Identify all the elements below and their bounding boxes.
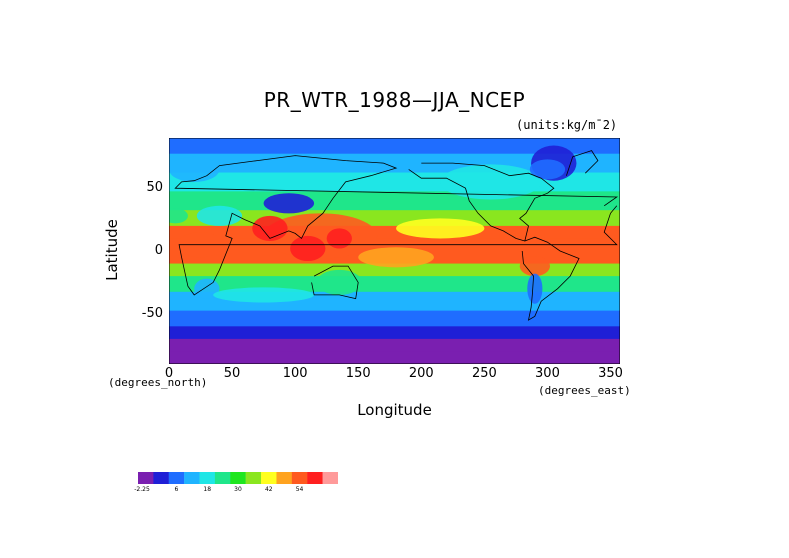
colorbar-label: -2.25 xyxy=(134,486,150,493)
moisture-region xyxy=(358,247,434,268)
latitude-band xyxy=(169,310,620,327)
colorbar-swatch xyxy=(245,472,262,484)
coastline xyxy=(566,150,599,176)
latitude-band xyxy=(169,351,620,364)
units-label: (units:kg/m¯2) xyxy=(516,118,618,132)
moisture-region xyxy=(169,208,188,224)
coastline xyxy=(311,265,359,300)
moisture-region xyxy=(519,256,550,277)
chart-title: PR_WTR_1988—JJA_NCEP xyxy=(263,88,526,112)
coastline xyxy=(521,236,580,321)
colorbar-swatch xyxy=(261,472,277,484)
moisture-region xyxy=(527,273,543,304)
moisture-region xyxy=(252,215,288,241)
x-tick-label: 200 xyxy=(408,366,434,381)
colorbar-label: 42 xyxy=(264,486,273,493)
moisture-region xyxy=(316,269,363,295)
y-unit-label: (degrees_north) xyxy=(108,376,208,389)
coastline xyxy=(174,155,619,296)
moisture-region xyxy=(194,278,220,299)
colorbar-swatch xyxy=(276,472,293,484)
colorbar-label: 30 xyxy=(234,486,242,493)
precipitable-water-map xyxy=(169,138,620,364)
colorbar-swatch xyxy=(307,472,323,484)
x-tick-label: 50 xyxy=(223,366,241,381)
y-tick-label: 0 xyxy=(154,243,163,258)
moisture-region xyxy=(196,205,243,226)
colorbar-swatch xyxy=(291,472,308,484)
latitude-band xyxy=(169,225,620,239)
x-unit-label: (degrees_east) xyxy=(538,384,631,397)
colorbar-swatch xyxy=(153,472,169,484)
moisture-region xyxy=(440,164,542,200)
x-axis-label: Longitude xyxy=(357,401,432,419)
colorbar-swatch xyxy=(199,472,216,484)
coastline xyxy=(408,162,555,242)
y-tick-label: -50 xyxy=(141,305,163,321)
colorbar-swatch xyxy=(230,472,246,484)
moisture-region xyxy=(263,193,315,214)
colorbar-swatch xyxy=(184,472,200,484)
latitude-band xyxy=(169,263,620,277)
x-tick-label: 150 xyxy=(345,366,371,381)
x-tick-label: 350 xyxy=(598,366,623,381)
colorbar-label: 6 xyxy=(174,486,179,493)
latitude-band xyxy=(169,138,620,155)
moisture-region xyxy=(290,235,326,262)
x-tick-label: 300 xyxy=(535,366,560,381)
y-tick-label: 50 xyxy=(146,180,163,196)
colorbar-swatch xyxy=(214,472,231,484)
colorbar xyxy=(138,472,338,484)
latitude-band xyxy=(169,326,620,340)
colorbar-label: 18 xyxy=(203,486,212,493)
moisture-region xyxy=(396,218,485,239)
latitude-band xyxy=(169,191,620,211)
x-tick-label: 100 xyxy=(282,366,308,381)
colorbar-label: 54 xyxy=(295,486,304,493)
moisture-region xyxy=(169,156,220,182)
y-axis-label: Latitude xyxy=(103,219,121,281)
x-tick-label: 250 xyxy=(471,366,497,381)
moisture-region xyxy=(499,225,545,246)
moisture-region xyxy=(529,159,566,180)
moisture-region xyxy=(213,287,315,303)
latitude-band xyxy=(169,338,620,352)
colorbar-swatch xyxy=(322,472,338,484)
colorbar-swatch xyxy=(168,472,185,484)
colorbar-swatch xyxy=(138,472,154,484)
x-tick-label: 0 xyxy=(164,366,174,381)
moisture-region xyxy=(326,228,352,249)
